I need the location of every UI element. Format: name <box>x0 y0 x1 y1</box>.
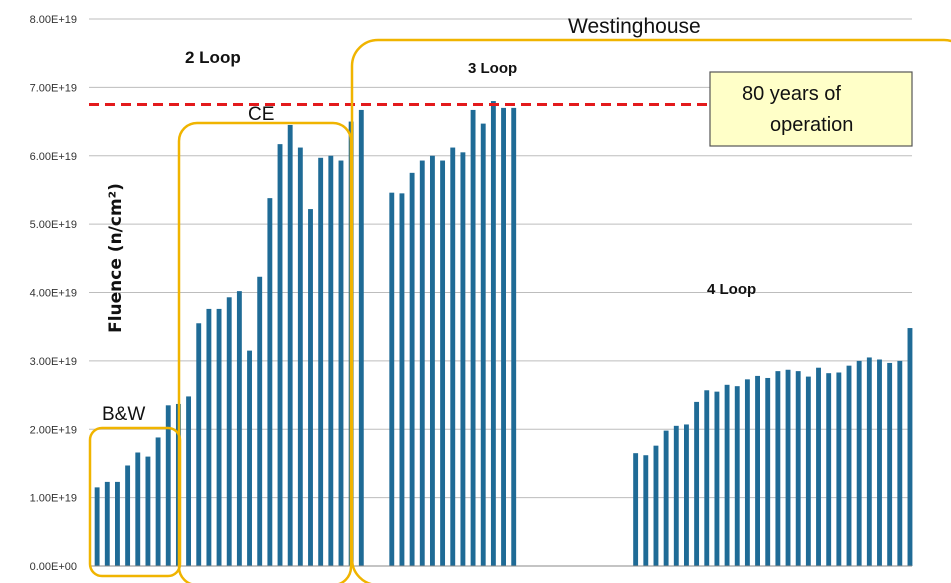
bar <box>663 430 669 566</box>
bar <box>267 198 273 566</box>
group-label-3-loop: 3 Loop <box>468 60 517 77</box>
bar <box>287 124 293 566</box>
bar <box>856 360 862 567</box>
group-label-4-loop: 4 Loop <box>707 281 756 298</box>
bar <box>257 276 263 566</box>
bar <box>419 160 425 567</box>
y-tick-label: 7.00E+19 <box>30 82 77 94</box>
y-tick-label: 8.00E+19 <box>30 14 77 26</box>
y-tick-label: 4.00E+19 <box>30 288 77 300</box>
bar <box>816 367 821 566</box>
y-tick-label: 2.00E+19 <box>30 424 77 436</box>
bar <box>145 456 151 566</box>
y-axis-label: Fluence (n/cm²) <box>106 183 126 333</box>
annotation-box-background <box>709 71 913 147</box>
bars <box>94 101 913 567</box>
bar <box>653 445 659 566</box>
bar <box>216 308 222 566</box>
bar <box>633 453 639 566</box>
y-axis-tick-labels: 0.00E+00 1.00E+19 2.00E+19 3.00E+19 4.00E+19… <box>30 14 77 573</box>
bar <box>887 362 893 566</box>
bar <box>165 405 171 566</box>
bar <box>907 328 913 566</box>
y-tick-label: 0.00E+00 <box>30 561 77 573</box>
bar <box>115 481 120 566</box>
annotation-line-2: operation <box>770 114 853 136</box>
bar <box>206 308 212 566</box>
bar <box>755 375 760 566</box>
y-tick-label: 3.00E+19 <box>30 356 77 368</box>
bar <box>877 359 882 566</box>
bar <box>684 424 689 566</box>
bar <box>704 390 710 566</box>
bar <box>694 401 700 566</box>
bar <box>440 160 446 567</box>
group-label-2-loop: 2 Loop <box>185 48 241 67</box>
annotation-line-1: 80 years of <box>742 83 841 105</box>
bar <box>389 192 395 567</box>
bar <box>196 323 202 566</box>
bar <box>94 487 100 566</box>
bar <box>836 372 842 566</box>
bar <box>511 107 517 566</box>
bar <box>450 147 456 567</box>
bar <box>805 376 811 566</box>
bar <box>501 107 506 566</box>
bar <box>399 193 405 567</box>
y-tick-label: 1.00E+19 <box>30 493 77 505</box>
group-label-westinghouse: Westinghouse <box>568 15 701 38</box>
bar <box>318 157 324 567</box>
gridlines <box>89 18 912 499</box>
bar <box>155 437 161 566</box>
bar <box>186 396 192 566</box>
bar <box>897 360 903 567</box>
bar <box>470 109 476 566</box>
annotation-box: 80 years of operation <box>709 71 913 147</box>
bar <box>297 147 303 567</box>
bar <box>226 297 232 566</box>
bar <box>744 379 750 566</box>
y-tick-label: 5.00E+19 <box>30 219 77 231</box>
y-tick-label: 6.00E+19 <box>30 151 77 163</box>
bar <box>673 425 679 566</box>
bar <box>247 350 252 566</box>
bar <box>409 172 415 566</box>
bar <box>714 391 720 566</box>
bar <box>866 357 872 566</box>
bar <box>480 123 486 567</box>
bar <box>785 369 791 566</box>
bar <box>775 371 781 566</box>
bar <box>358 109 364 566</box>
bar <box>236 291 242 566</box>
bar <box>125 465 131 566</box>
bar <box>338 160 344 567</box>
bar <box>277 144 283 566</box>
bar <box>734 386 740 566</box>
group-box-westinghouse <box>350 38 951 583</box>
bar <box>135 452 141 566</box>
bar <box>460 152 466 566</box>
bar <box>826 373 832 566</box>
bar <box>846 365 852 566</box>
bar <box>643 455 649 566</box>
group-box-ce <box>177 121 353 583</box>
bar <box>724 384 730 566</box>
bar <box>328 155 334 566</box>
bar <box>308 209 313 566</box>
bar <box>490 101 496 567</box>
bar <box>765 377 771 566</box>
bar <box>795 371 801 566</box>
bar <box>429 155 435 566</box>
bar <box>104 481 110 566</box>
group-label-bw: B&W <box>102 404 145 425</box>
group-label-ce: CE <box>248 104 274 125</box>
